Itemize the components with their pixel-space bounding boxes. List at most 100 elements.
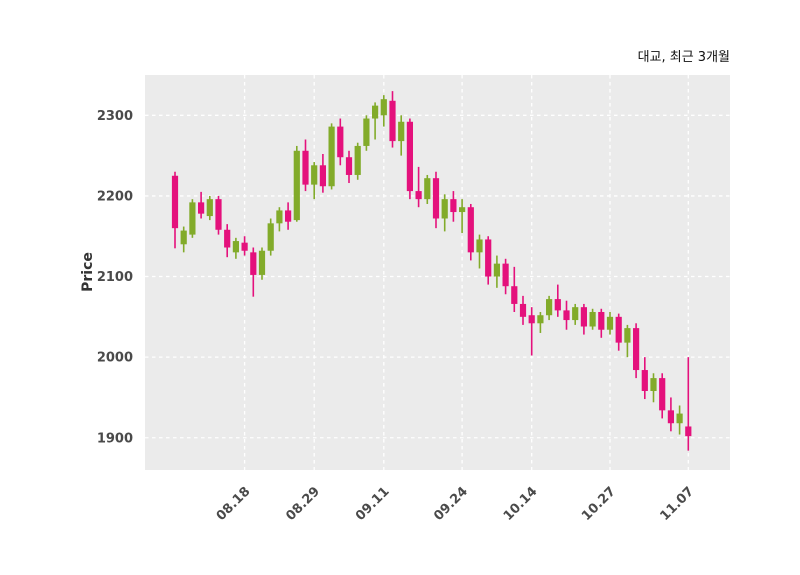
candle-body [641,370,648,391]
candle [258,247,266,280]
x-tick-label: 10.27 [579,484,619,524]
candle-body [258,250,266,275]
candle [311,162,318,200]
x-tick-label: 08.18 [214,484,254,524]
candle [302,139,309,192]
candle [554,284,561,317]
candle-body [328,126,335,187]
candle-body [659,378,666,411]
candle [406,118,413,200]
x-tick-label: 09.11 [353,484,393,524]
candle [224,224,231,258]
candle [450,191,457,222]
candle [476,234,483,269]
candle-body [546,299,553,316]
candle [546,295,553,321]
candle-body [467,207,474,253]
candle-body [319,165,326,187]
candle-body [572,307,579,321]
candle-body [580,307,587,327]
candle [206,195,213,221]
y-tick-label: 2300 [97,109,133,124]
candle [354,142,361,180]
y-tick-label: 2200 [97,189,133,204]
plot-area [145,75,730,470]
candle [293,145,300,222]
candle-body [389,100,396,142]
candle-body [198,202,205,214]
candle [624,324,631,358]
candle [563,300,570,330]
candle [519,295,527,325]
candle-body [528,315,535,324]
candle [328,123,335,190]
candle [659,373,666,419]
candle-body [476,239,483,253]
candle-body [267,223,274,251]
candle [667,397,674,432]
candle-body [189,202,196,235]
candle [572,303,579,325]
candle [467,203,474,261]
candle-body [380,99,387,116]
candle [398,115,405,156]
x-tick-label: 11.07 [657,484,697,524]
x-tick-label: 09.24 [431,484,471,524]
candle-body [563,310,570,321]
candle-body [406,121,413,192]
candle-body [493,263,500,277]
candle [459,199,466,233]
candle [363,115,370,151]
candle-body [676,413,683,424]
candle [337,118,344,166]
candle-body [224,229,231,248]
candle-body [450,199,457,213]
candle-body [650,378,657,391]
candle-body [424,178,431,200]
candle-body [589,312,596,327]
candle [537,312,544,333]
candle [633,323,640,379]
candle-body [311,165,318,185]
candle [276,207,283,232]
candle-body [432,178,440,219]
x-tick-label: 08.29 [283,484,323,524]
candle [380,95,387,127]
candle [528,307,535,356]
candle [232,237,239,259]
x-tick-label: 10.14 [501,484,541,524]
y-tick-label: 2100 [97,270,133,285]
y-tick-label: 2000 [97,351,133,366]
candle [493,255,500,288]
candle [198,191,205,219]
candle [215,195,222,235]
candle-body [615,316,622,343]
candle [372,102,379,140]
candle-body [441,199,448,219]
y-tick-label: 1900 [97,431,133,446]
candle [641,357,648,400]
candle-body [345,157,353,175]
candle [424,174,431,204]
candle [285,202,292,230]
candle-body [511,286,518,304]
candle [676,405,683,435]
candle-body [606,316,614,330]
candle [241,236,248,256]
candle-body [502,263,509,287]
candle-body [232,241,239,253]
candle-body [241,242,248,251]
candle [432,171,440,229]
candle [502,258,509,295]
candle-body [633,328,640,371]
candle-body [554,299,561,311]
candle [180,226,187,253]
candle [598,308,605,338]
candle-body [685,426,692,437]
candle-body [250,252,257,275]
candle-body [624,328,631,343]
candle [389,91,396,148]
candle [615,313,622,351]
